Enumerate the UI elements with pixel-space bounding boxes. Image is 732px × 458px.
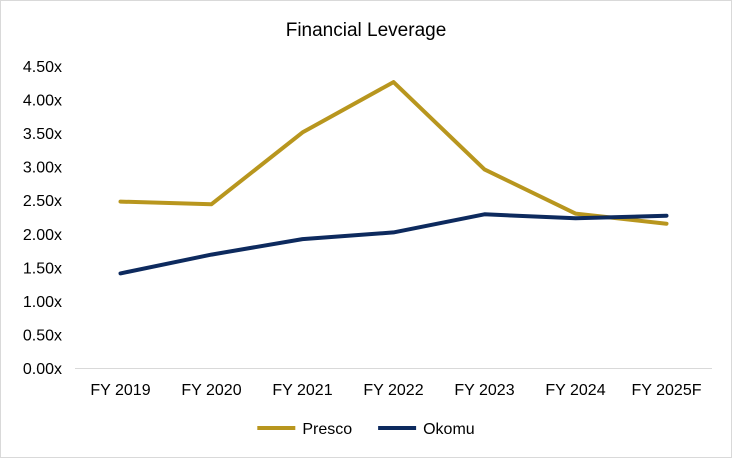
- x-tick-label: FY 2022: [363, 382, 423, 399]
- y-tick-label: 4.50x: [23, 59, 62, 76]
- x-tick-label: FY 2025F: [632, 382, 702, 399]
- y-tick-label: 1.00x: [23, 294, 62, 311]
- legend-label-okomu: Okomu: [423, 421, 475, 438]
- series-line-okomu: [118, 212, 669, 276]
- y-tick-label: 4.00x: [23, 93, 62, 110]
- y-tick-label: 0.00x: [23, 361, 62, 378]
- y-tick-label: 3.00x: [23, 160, 62, 177]
- x-tick-label: FY 2023: [454, 382, 514, 399]
- legend: Presco Okomu: [257, 421, 475, 438]
- chart-title: Financial Leverage: [286, 20, 447, 41]
- x-tick-label: FY 2020: [181, 382, 241, 399]
- x-tick-label: FY 2021: [272, 382, 332, 399]
- y-tick-label: 1.50x: [23, 260, 62, 277]
- y-tick-label: 2.00x: [23, 227, 62, 244]
- y-tick-label: 0.50x: [23, 327, 62, 344]
- y-axis-ticks: 0.00x 0.50x 1.00x 1.50x 2.00x 2.50x 3.00x 3.50x…: [23, 59, 62, 378]
- y-tick-label: 2.50x: [23, 193, 62, 210]
- x-axis-ticks: FY 2019 FY 2020 FY 2021 FY 2022 FY 2023 FY 20…: [90, 382, 701, 399]
- series-lines: [118, 80, 669, 276]
- x-tick-label: FY 2024: [545, 382, 605, 399]
- y-tick-label: 3.50x: [23, 126, 62, 143]
- x-tick-label: FY 2019: [90, 382, 150, 399]
- series-line-presco: [118, 80, 669, 226]
- legend-label-presco: Presco: [302, 421, 352, 438]
